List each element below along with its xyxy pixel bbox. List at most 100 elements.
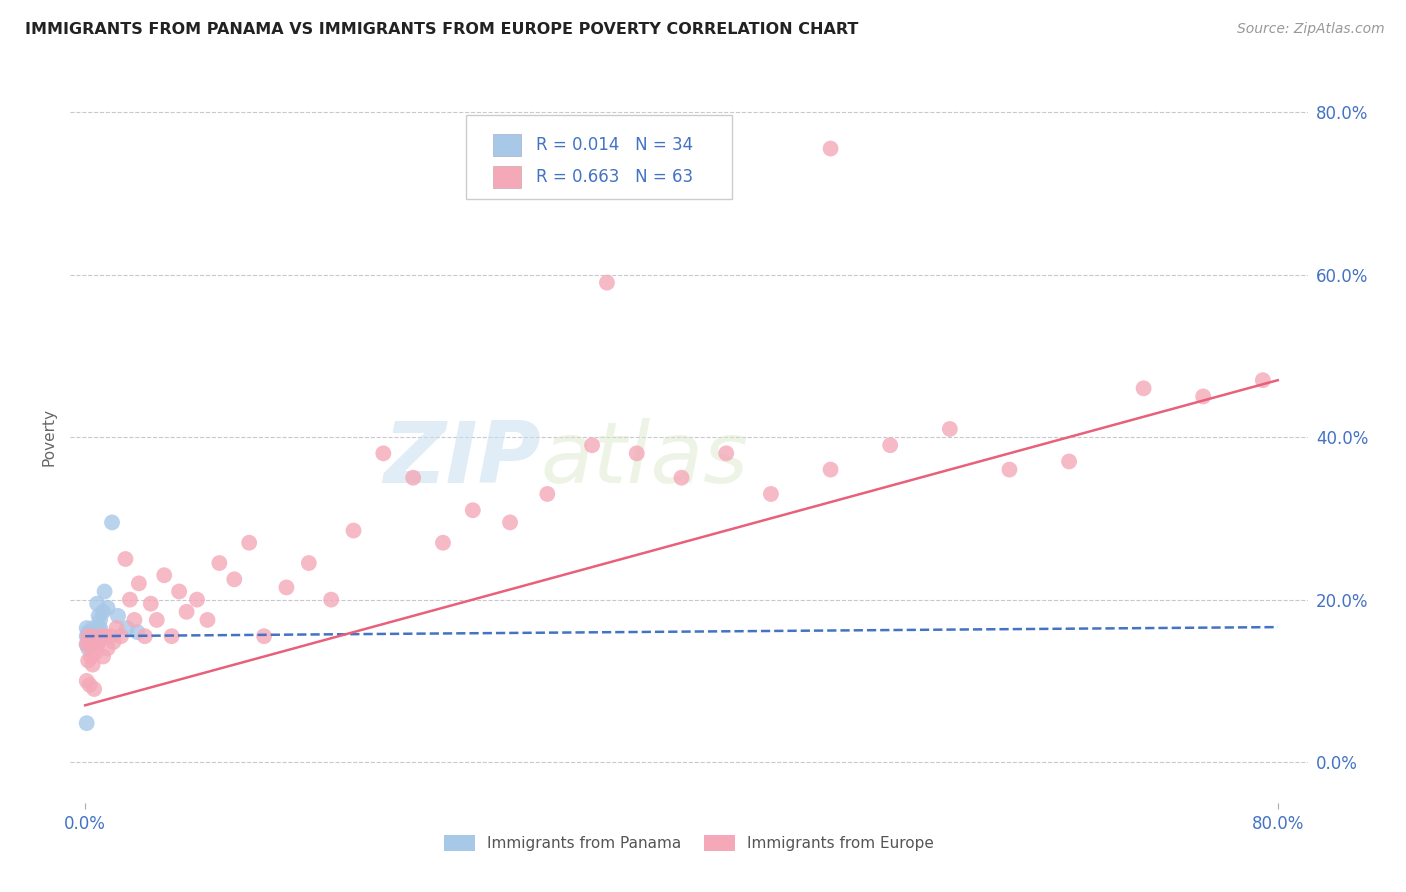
Point (80, 629, 103, 643)
Point (176, 605, 198, 619)
Point (77, 635, 100, 649)
Point (110, 629, 132, 643)
Point (79, 637, 101, 651)
Point (91, 649, 114, 664)
Point (186, 592, 208, 607)
Point (127, 625, 149, 640)
Point (83, 635, 105, 649)
Point (1192, 389, 1215, 403)
Point (124, 613, 146, 627)
Point (76, 629, 98, 643)
Point (79, 637, 101, 651)
Point (86, 597, 108, 611)
Point (432, 535, 454, 549)
Point (82, 635, 104, 649)
Point (87, 608, 110, 623)
Point (321, 592, 343, 607)
Point (84, 629, 107, 643)
Point (145, 613, 167, 627)
Point (89, 629, 111, 643)
Point (101, 516, 124, 530)
Point (342, 524, 364, 538)
Point (79, 626, 101, 640)
Text: IMMIGRANTS FROM PANAMA VS IMMIGRANTS FROM EUROPE POVERTY CORRELATION CHART: IMMIGRANTS FROM PANAMA VS IMMIGRANTS FRO… (25, 22, 859, 37)
Point (939, 422, 962, 436)
Point (820, 462, 842, 476)
Point (160, 629, 183, 643)
Point (80, 625, 103, 640)
Point (197, 613, 219, 627)
Point (879, 438, 901, 452)
Point (82, 629, 104, 643)
Text: ZIP: ZIP (382, 417, 540, 500)
Point (107, 608, 129, 623)
Point (499, 516, 522, 530)
Point (238, 535, 260, 549)
Point (1132, 381, 1154, 395)
Point (103, 635, 125, 649)
Point (373, 446, 395, 460)
Point (536, 487, 558, 501)
Point (76, 621, 98, 635)
Point (118, 592, 141, 607)
Point (77, 629, 100, 643)
Point (93, 629, 115, 643)
Point (100, 629, 122, 643)
Point (224, 572, 246, 586)
Bar (494, 134, 520, 156)
Point (76, 673, 98, 688)
Point (76, 637, 98, 651)
Point (80, 629, 103, 643)
Point (93, 584, 115, 599)
Point (208, 556, 231, 570)
Point (134, 629, 156, 643)
FancyBboxPatch shape (467, 115, 733, 200)
Point (1057, 454, 1080, 468)
Point (84, 625, 107, 640)
Text: atlas: atlas (540, 417, 748, 500)
Point (79, 678, 101, 692)
Point (716, 446, 738, 460)
Point (298, 556, 321, 570)
Point (79, 629, 101, 643)
Point (76, 716, 98, 731)
Point (402, 471, 425, 485)
Point (84, 645, 107, 659)
Point (114, 552, 136, 566)
Point (82, 621, 104, 635)
Text: R = 0.663   N = 63: R = 0.663 N = 63 (536, 168, 693, 186)
Point (461, 503, 484, 517)
Point (97, 600, 120, 615)
Point (1251, 373, 1274, 387)
Point (115, 621, 138, 635)
Point (80, 649, 103, 664)
Bar (494, 166, 520, 188)
Point (596, 276, 619, 290)
Point (581, 438, 603, 452)
Point (167, 584, 190, 599)
Point (276, 581, 298, 595)
Point (998, 462, 1021, 476)
Point (91, 605, 114, 619)
Point (80, 637, 103, 651)
Y-axis label: Poverty: Poverty (41, 408, 56, 467)
Legend: Immigrants from Panama, Immigrants from Europe: Immigrants from Panama, Immigrants from … (439, 830, 939, 857)
Point (87, 635, 110, 649)
Point (79, 633, 101, 648)
Point (87, 621, 110, 635)
Point (89, 621, 111, 635)
Point (759, 487, 782, 501)
Point (105, 621, 128, 635)
Point (671, 471, 693, 485)
Point (82, 657, 104, 672)
Point (86, 637, 108, 651)
Point (89, 613, 111, 627)
Point (82, 635, 104, 649)
Text: Source: ZipAtlas.com: Source: ZipAtlas.com (1237, 22, 1385, 37)
Point (253, 629, 276, 643)
Point (128, 576, 150, 591)
Point (77, 629, 100, 643)
Point (97, 641, 120, 656)
Point (76, 637, 98, 651)
Point (83, 681, 105, 696)
